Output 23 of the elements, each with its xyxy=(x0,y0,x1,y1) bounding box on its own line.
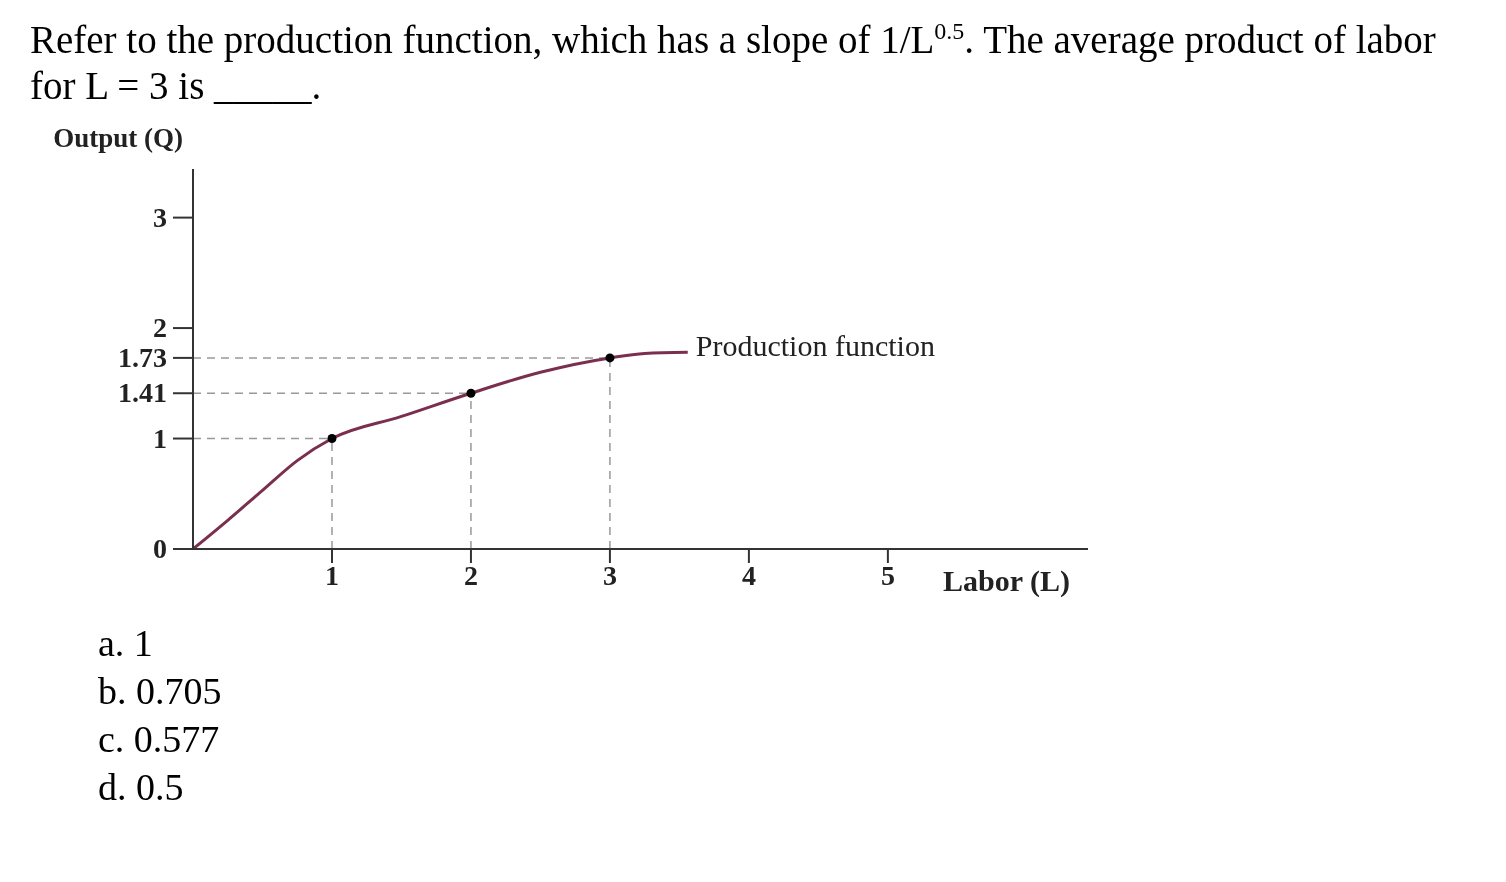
x-tick-label: 5 xyxy=(880,559,895,591)
point xyxy=(327,434,337,444)
x-tick-label: 4 xyxy=(741,559,756,591)
y-tick-label: 1.73 xyxy=(118,341,167,373)
x-tick-label: 1 xyxy=(324,559,339,591)
y-tick-label: 1.41 xyxy=(118,377,167,409)
y-axis-title: Output (Q) xyxy=(53,123,183,153)
line-series xyxy=(193,350,690,549)
series-label: Production function xyxy=(695,329,935,363)
text: a. 1 xyxy=(98,621,154,666)
y-tick-label: 3 xyxy=(153,201,167,233)
x-tick-label: 3 xyxy=(602,559,617,591)
y-tick-label: 0 xyxy=(153,533,167,564)
text: b. 0.705 xyxy=(98,669,223,714)
text: d. 0.5 xyxy=(98,765,185,810)
x-tick-label: 2 xyxy=(463,559,478,591)
text: c. 0.577 xyxy=(98,717,221,762)
y-tick-label: 2 xyxy=(153,312,167,344)
chart-title: Refer to the production function, which has a slope of 1/L$^{0.5}$. The average product of labor for L = 3 is _____. xyxy=(30,18,1436,107)
x-axis-title: Labor (L) xyxy=(943,564,1070,598)
y-tick-label: 1 xyxy=(153,422,167,454)
point xyxy=(605,353,615,363)
point xyxy=(466,388,476,398)
